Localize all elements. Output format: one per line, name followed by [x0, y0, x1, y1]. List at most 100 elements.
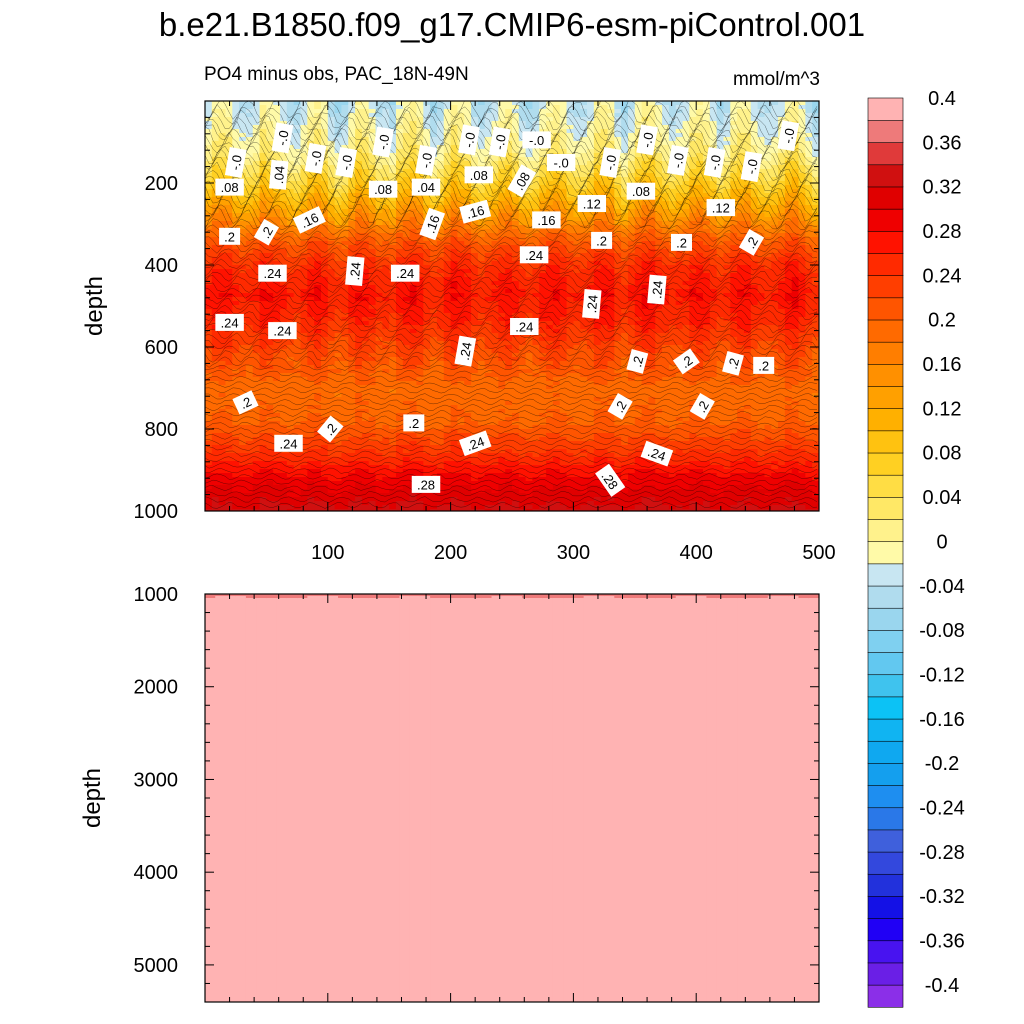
field-cell — [205, 501, 213, 506]
field-cell — [368, 153, 377, 158]
field-cell — [464, 325, 472, 330]
field-cell — [259, 405, 267, 410]
field-cell — [205, 101, 213, 106]
field-cell — [327, 453, 336, 458]
field-cell — [314, 421, 322, 426]
field-cell — [327, 465, 336, 470]
field-cell — [498, 261, 506, 266]
field-cell — [484, 321, 493, 326]
field-cell — [436, 505, 445, 510]
field-cell — [355, 457, 363, 462]
field-cell — [450, 213, 459, 218]
field-cell — [211, 241, 220, 246]
field-cell — [396, 477, 404, 482]
field-cell — [327, 237, 336, 242]
field-cell — [355, 193, 363, 198]
field-cell — [443, 353, 452, 358]
field-cell — [286, 193, 295, 198]
field-cell — [450, 233, 459, 238]
field-cell — [505, 317, 513, 322]
field-cell — [327, 361, 336, 366]
field-cell — [307, 281, 315, 286]
field-cell — [355, 101, 363, 106]
field-cell — [402, 225, 411, 230]
field-cell — [245, 273, 254, 278]
field-cell — [491, 121, 499, 126]
field-cell — [225, 465, 233, 470]
field-cell — [259, 437, 267, 442]
field-cell — [396, 369, 404, 374]
field-cell — [375, 253, 383, 258]
field-cell — [512, 221, 520, 226]
field-cell — [491, 505, 499, 510]
field-cell — [402, 177, 411, 182]
field-cell — [416, 253, 424, 258]
field-cell — [368, 465, 377, 470]
field-cell — [416, 361, 424, 366]
field-cell — [409, 329, 418, 334]
field-cell — [375, 409, 383, 414]
field-cell — [525, 109, 534, 114]
field-cell — [402, 465, 411, 470]
field-cell — [314, 349, 322, 354]
field-cell — [218, 149, 227, 154]
field-cell — [320, 401, 329, 406]
field-cell — [259, 141, 267, 146]
field-cell — [498, 445, 506, 450]
field-cell — [525, 485, 534, 490]
field-cell — [518, 389, 527, 394]
field-cell — [259, 309, 267, 314]
field-cell — [239, 173, 247, 178]
field-cell — [252, 169, 261, 174]
field-cell — [286, 205, 295, 210]
field-cell — [498, 337, 506, 342]
field-cell — [382, 465, 390, 470]
field-cell — [375, 225, 383, 230]
field-cell — [280, 361, 288, 366]
field-cell — [252, 393, 261, 398]
field-cell — [457, 301, 465, 306]
field-cell — [252, 409, 261, 414]
field-cell — [205, 493, 213, 498]
field-cell — [232, 137, 240, 142]
field-cell — [259, 129, 267, 134]
field-cell — [341, 145, 349, 150]
field-cell — [232, 249, 240, 254]
field-cell — [471, 157, 479, 162]
field-cell — [436, 113, 445, 118]
field-cell — [252, 205, 261, 210]
field-cell — [402, 317, 411, 322]
field-cell — [525, 505, 534, 510]
field-cell — [355, 453, 363, 458]
field-cell — [341, 241, 349, 246]
field-cell — [512, 113, 520, 118]
field-cell — [471, 281, 479, 286]
field-cell — [409, 197, 418, 202]
field-cell — [266, 349, 274, 354]
field-cell — [471, 417, 479, 422]
field-cell — [396, 281, 404, 286]
field-cell — [464, 293, 472, 298]
field-cell — [450, 401, 459, 406]
field-cell — [396, 397, 404, 402]
field-cell — [512, 385, 520, 390]
field-cell — [259, 489, 267, 494]
field-cell — [505, 433, 513, 438]
field-cell — [457, 197, 465, 202]
field-cell — [273, 105, 281, 110]
field-cell — [293, 393, 302, 398]
field-cell — [436, 313, 445, 318]
field-cell — [512, 465, 520, 470]
field-cell — [334, 361, 343, 366]
field-cell — [218, 381, 227, 386]
field-cell — [512, 425, 520, 430]
field-cell — [389, 105, 397, 110]
field-cell — [450, 125, 459, 130]
field-cell — [355, 493, 363, 498]
field-cell — [314, 373, 322, 378]
field-cell — [457, 245, 465, 250]
field-cell — [396, 401, 404, 406]
field-cell — [471, 421, 479, 426]
field-cell — [450, 477, 459, 482]
field-cell — [293, 373, 302, 378]
